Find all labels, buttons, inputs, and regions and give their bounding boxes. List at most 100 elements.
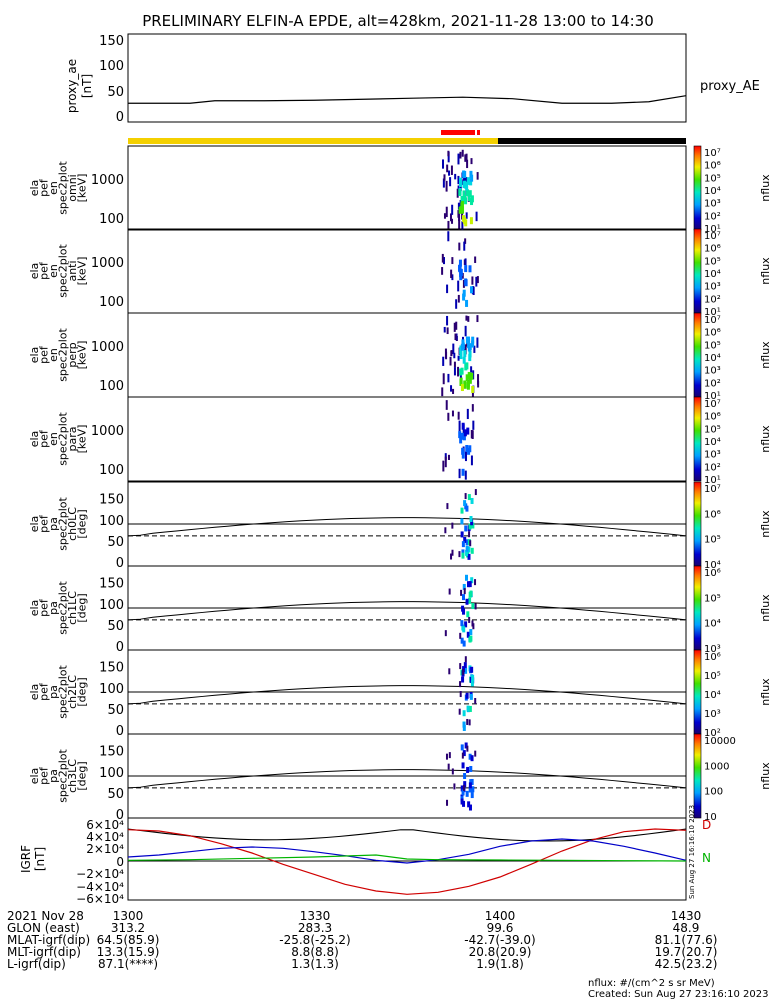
colorbar-tick: 10000 xyxy=(704,736,736,747)
colorbar-pa-2 xyxy=(693,565,702,651)
pa-tick: 0 xyxy=(116,556,124,571)
colorbar-tick: 10⁶ xyxy=(704,328,721,339)
spectrogram-pixel xyxy=(477,374,480,385)
ephemeris-value: 81.1(77.6) xyxy=(655,933,718,947)
panel-ylabel-line: spec2plot xyxy=(57,244,70,298)
spectrogram-pixel xyxy=(473,345,476,353)
spectrogram-pixel xyxy=(458,420,461,432)
energy-panel-frame xyxy=(127,228,687,314)
pa-spectrogram-pixel xyxy=(468,616,471,623)
pa-spectrogram-pixel xyxy=(468,523,472,530)
colorbar-tick: 10³ xyxy=(704,644,721,655)
spectrogram-pixel xyxy=(465,315,468,321)
spectrogram-pixel xyxy=(457,411,460,420)
spectrogram-pixel xyxy=(458,189,462,197)
spectrogram-pixel xyxy=(470,174,474,182)
pa-spectrogram-pixel xyxy=(461,541,465,548)
igrf-tick-2e4: 2×10⁴ xyxy=(86,842,124,856)
spectrogram-pixel xyxy=(459,377,463,385)
pa-spectrogram-pixel xyxy=(464,656,467,663)
proxy-ae-line xyxy=(128,95,687,104)
spectrogram-pixel xyxy=(466,159,469,169)
spectrogram-pixel xyxy=(458,212,461,222)
panel-ylabel-line: ela xyxy=(28,684,41,701)
panel-ylabel-line: ch0LC xyxy=(66,507,79,541)
panel-ylabel-line: ela xyxy=(28,768,41,785)
pa-spectrogram-pixel xyxy=(464,667,468,674)
colorbar-tick: 10⁶ xyxy=(704,244,721,255)
panel-ylabel-line: pa xyxy=(47,685,60,699)
spectrogram-pixel xyxy=(470,198,474,206)
spectrogram-pixel xyxy=(461,468,465,476)
spectrogram-pixel xyxy=(451,204,454,215)
proxy-ae-panel: proxy_ae [nT] 150 100 50 0 proxy_AE xyxy=(65,33,760,125)
spectrogram-pixel xyxy=(467,371,471,379)
panel-ylabel-line: [deg] xyxy=(76,677,89,706)
colorbar-tick: 10⁵ xyxy=(704,256,721,267)
spectrogram-pixel xyxy=(451,274,454,281)
spectrogram-pixel xyxy=(458,265,462,273)
pa-spectrogram-pixel xyxy=(466,631,470,638)
proxy-ae-tick-100: 100 xyxy=(99,59,124,74)
pa-spectrogram-pixel xyxy=(470,680,474,687)
pa-spectrogram-pixel xyxy=(467,553,471,560)
pa-spectrogram-pixel xyxy=(468,705,472,712)
pa-spectrogram-pixel xyxy=(468,597,472,604)
pa-spectrogram-pixel xyxy=(465,539,469,546)
igrf-tick-6e4: 6×10⁴ xyxy=(86,818,124,832)
colorbar-tick: 10³ xyxy=(704,709,721,720)
loss-cone-line xyxy=(127,601,687,621)
pa-spectrogram-pixel xyxy=(470,497,474,504)
spectrogram-pixel xyxy=(467,316,470,322)
pa-spectrogram-pixel xyxy=(460,744,464,751)
igrf-legend-d: D xyxy=(702,818,711,832)
spectrogram-pixel xyxy=(471,340,475,348)
pa-spectrogram-pixel xyxy=(474,750,477,757)
spectrogram-pixel xyxy=(464,278,468,286)
pa-spectrogram-pixel xyxy=(470,755,474,762)
spectrogram-pixel xyxy=(465,153,468,162)
pa-spectrogram-pixel xyxy=(463,781,467,788)
ephemeris-row-label: 2021 Nov 28 xyxy=(7,909,84,923)
spectrogram-pixel xyxy=(446,315,449,326)
energy-tick: 1000 xyxy=(91,424,124,439)
pa-spectrogram-pixel xyxy=(470,666,474,673)
panel-ylabel-line: para xyxy=(66,427,79,452)
ephemeris-value: 1.3(1.3) xyxy=(291,957,339,971)
energy-panel-frame xyxy=(127,312,687,398)
igrf-legend-n: N xyxy=(702,851,711,865)
igrf-tick-m6e4: −6×10⁴ xyxy=(76,892,124,906)
pa-spectrogram-pixel xyxy=(446,799,449,806)
pa-spectrogram-pixel xyxy=(469,693,473,700)
pa-spectrogram-pixel xyxy=(466,611,470,618)
spectrogram-pixel xyxy=(468,350,472,358)
spectrogram-pixel xyxy=(459,151,462,159)
colorbar-energy-1 xyxy=(693,145,702,231)
pa-spectrogram-pixel xyxy=(468,531,471,538)
pa-spectrogram-pixel xyxy=(461,752,464,759)
spectrogram-pixel xyxy=(465,336,469,344)
spectrogram-pixel xyxy=(475,276,478,287)
proxy-ae-tick-150: 150 xyxy=(99,34,124,49)
spectrogram-pixel xyxy=(457,202,460,210)
spectrogram-pixel xyxy=(475,211,478,222)
spectrogram-pixel xyxy=(442,159,445,169)
spectrogram-pixel xyxy=(464,451,467,462)
colorbar-tick: 10⁵ xyxy=(704,340,721,351)
spectrogram-pixel xyxy=(462,356,466,364)
pa-tick: 0 xyxy=(116,808,124,823)
spectrogram-pixel xyxy=(471,336,475,344)
ephemeris-value: 48.9 xyxy=(673,921,700,935)
colorbar-tick: 10⁵ xyxy=(704,173,721,184)
pa-spectrogram-pixel xyxy=(469,765,473,772)
spectrogram-pixel xyxy=(462,289,466,297)
spectrogram-pixel xyxy=(445,400,448,410)
spectrogram-pixel xyxy=(442,373,445,385)
spectrogram-pixel xyxy=(442,178,445,188)
colorbar-tick: 10⁴ xyxy=(704,619,721,630)
ephemeris-value: 99.6 xyxy=(487,921,514,935)
spectrogram-pixel xyxy=(467,194,471,202)
pa-spectrogram-pixel xyxy=(468,804,472,811)
